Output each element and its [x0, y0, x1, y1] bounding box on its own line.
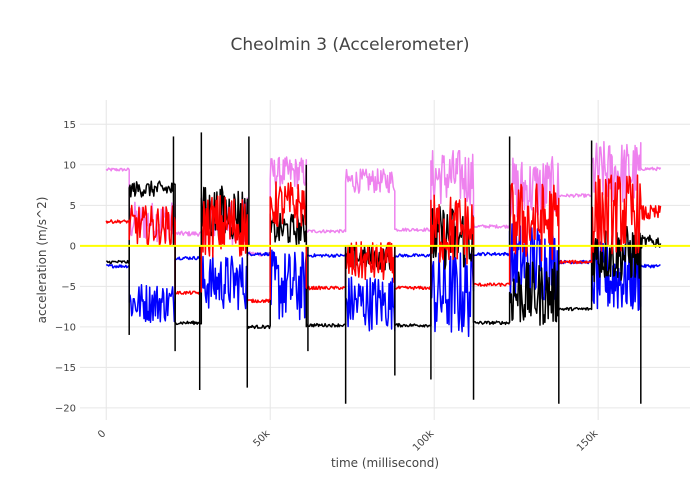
x-axis-title: time (millisecond) — [331, 456, 439, 470]
series-line-1 — [106, 223, 661, 338]
series-line-0 — [105, 140, 662, 257]
y-tick-label: −10 — [55, 322, 76, 333]
chart-title: Cheolmin 3 (Accelerometer) — [231, 35, 470, 55]
x-tick-label: 0 — [96, 428, 108, 440]
series-line-2 — [106, 180, 662, 330]
x-tick-label: 150k — [575, 428, 601, 454]
y-tick-label: 0 — [70, 241, 76, 252]
y-tick-label: −20 — [55, 403, 76, 414]
series-line-3 — [105, 174, 662, 304]
y-tick-label: 10 — [63, 160, 76, 171]
y-tick-label: 5 — [70, 201, 76, 212]
y-axis-title: acceleration (m/s^2) — [35, 197, 49, 324]
series-lines — [105, 132, 662, 404]
y-tick-label: −5 — [61, 282, 76, 293]
x-tick-label: 50k — [251, 428, 272, 449]
x-tick-label: 100k — [411, 428, 437, 454]
y-tick-label: 15 — [63, 120, 76, 131]
y-tick-label: −15 — [55, 363, 76, 374]
